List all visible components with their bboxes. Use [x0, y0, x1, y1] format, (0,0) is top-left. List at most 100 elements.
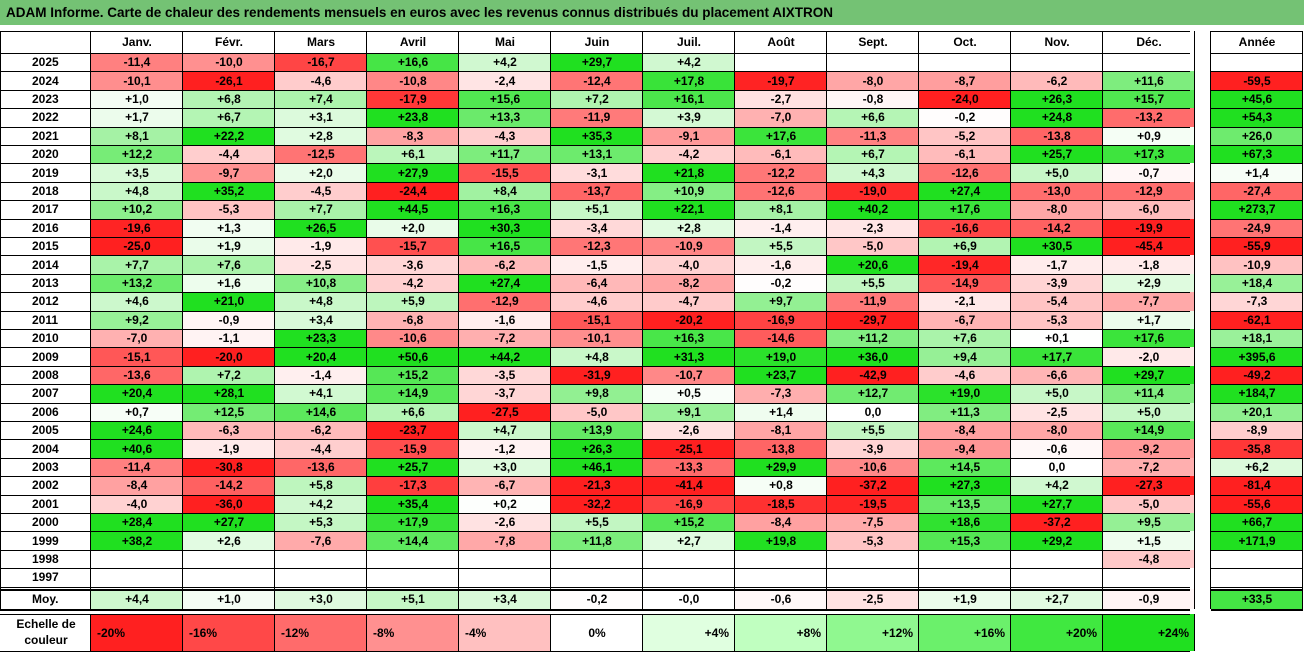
heatmap-cell: +27,9: [367, 163, 459, 182]
heatmap-cell: -1,1: [183, 329, 275, 348]
average-cell: +4,4: [91, 589, 183, 609]
grid-line: [1211, 609, 1303, 611]
heatmap-cell: -30,8: [183, 457, 275, 477]
heatmap-cell: +4,3: [827, 163, 919, 182]
average-cell: -0,9: [1103, 589, 1195, 609]
annual-cell: +1,4: [1211, 163, 1303, 182]
heatmap-cell: +5,5: [551, 513, 643, 532]
heatmap-cell: +23,8: [367, 108, 459, 127]
grid-line: [1211, 402, 1303, 404]
heatmap-cell: -8,7: [919, 71, 1011, 90]
heatmap-cell: +14,6: [275, 402, 367, 421]
heatmap-cell: +4,7: [459, 421, 551, 440]
heatmap-cell: -6,1: [919, 145, 1011, 164]
grid-line: [0, 365, 1190, 367]
grid-line: [734, 31, 735, 609]
heatmap-cell: +15,2: [643, 513, 735, 532]
heatmap-cell: -6,8: [367, 310, 459, 329]
heatmap-cell: [275, 549, 367, 569]
heatmap-cell: +2,0: [275, 163, 367, 182]
heatmap-cell: +4,8: [91, 181, 183, 201]
heatmap-cell: -2,0: [1103, 347, 1195, 366]
heatmap-cell: +17,6: [1103, 329, 1195, 348]
heatmap-cell: -8,0: [1011, 421, 1103, 440]
heatmap-cell: -15,1: [551, 310, 643, 329]
heatmap-cell: +7,6: [183, 255, 275, 274]
column-header: Janv.: [91, 31, 183, 53]
grid-line: [0, 457, 1190, 459]
heatmap-cell: +17,7: [1011, 347, 1103, 366]
heatmap-cell: +4,2: [459, 53, 551, 72]
year-label: 2014: [0, 255, 90, 274]
heatmap-cell: -19,4: [919, 255, 1011, 274]
heatmap-cell: +4,1: [275, 384, 367, 403]
heatmap-cell: -27,5: [459, 402, 551, 421]
heatmap-cell: +2,9: [1103, 273, 1195, 293]
heatmap-cell: +40,2: [827, 200, 919, 219]
heatmap-cell: +14,4: [367, 531, 459, 550]
heatmap-cell: -10,6: [827, 457, 919, 477]
grid-line: [1211, 53, 1303, 54]
heatmap-cell: [735, 53, 827, 72]
heatmap-cell: -41,4: [643, 476, 735, 495]
heatmap-cell: -15,9: [367, 439, 459, 458]
heatmap-cell: [183, 568, 275, 587]
heatmap-cell: -3,1: [551, 163, 643, 182]
heatmap-cell: -6,3: [183, 421, 275, 440]
heatmap-cell: +6,6: [367, 402, 459, 421]
heatmap-cell: -3,7: [459, 384, 551, 403]
heatmap-cell: -13,8: [1011, 126, 1103, 145]
heatmap-cell: -6,7: [459, 476, 551, 495]
heatmap-cell: +22,2: [183, 126, 275, 145]
heatmap-cell: -2,6: [643, 421, 735, 440]
heatmap-cell: -5,2: [919, 126, 1011, 145]
heatmap-cell: +19,8: [735, 531, 827, 550]
year-label: 2000: [0, 513, 90, 532]
year-label: 2003: [0, 457, 90, 477]
heatmap-cell: +26,3: [1011, 89, 1103, 109]
heatmap-cell: -3,5: [459, 365, 551, 385]
heatmap-cell: -12,6: [735, 181, 827, 201]
grid-line: [1302, 31, 1303, 609]
grid-line: [1211, 457, 1303, 459]
heatmap-cell: +16,1: [643, 89, 735, 109]
annual-cell: [1211, 53, 1303, 72]
heatmap-cell: -10,0: [183, 53, 275, 72]
heatmap-cell: +13,3: [459, 108, 551, 127]
grid-line: [918, 614, 919, 651]
average-cell: +3,0: [275, 589, 367, 609]
heatmap-cell: +6,1: [367, 145, 459, 164]
heatmap-cell: +16,6: [367, 53, 459, 72]
year-label: 2019: [0, 163, 90, 182]
heatmap-cell: -6,4: [551, 273, 643, 293]
year-label: 2020: [0, 145, 90, 164]
average-cell: +1,9: [919, 589, 1011, 609]
heatmap-cell: -10,1: [91, 71, 183, 90]
grid-line: [0, 384, 1190, 386]
column-header: Avril: [367, 31, 459, 53]
heatmap-cell: -9,2: [1103, 439, 1195, 458]
heatmap-cell: -1,5: [551, 255, 643, 274]
heatmap-cell: +9,5: [1103, 513, 1195, 532]
heatmap-cell: -4,2: [643, 145, 735, 164]
grid-line: [0, 531, 1190, 533]
heatmap-cell: +31,3: [643, 347, 735, 366]
heatmap-cell: +2,8: [643, 218, 735, 237]
grid-line: [182, 31, 183, 609]
heatmap-cell: [459, 568, 551, 587]
grid-line: [1211, 255, 1303, 257]
heatmap-cell: +46,1: [551, 457, 643, 477]
average-label: Moy.: [0, 589, 90, 609]
average-cell: -0,0: [643, 589, 735, 609]
heatmap-cell: +23,7: [735, 365, 827, 385]
heatmap-cell: -31,9: [551, 365, 643, 385]
heatmap-cell: +12,7: [827, 384, 919, 403]
heatmap-cell: +9,4: [919, 347, 1011, 366]
heatmap-cell: -37,2: [1011, 513, 1103, 532]
grid-line: [1211, 292, 1303, 294]
heatmap-cell: -18,5: [735, 494, 827, 513]
column-header-year: Année: [1211, 31, 1303, 53]
annual-cell: -7,3: [1211, 292, 1303, 311]
heatmap-cell: -10,8: [367, 71, 459, 90]
heatmap-cell: +18,6: [919, 513, 1011, 532]
